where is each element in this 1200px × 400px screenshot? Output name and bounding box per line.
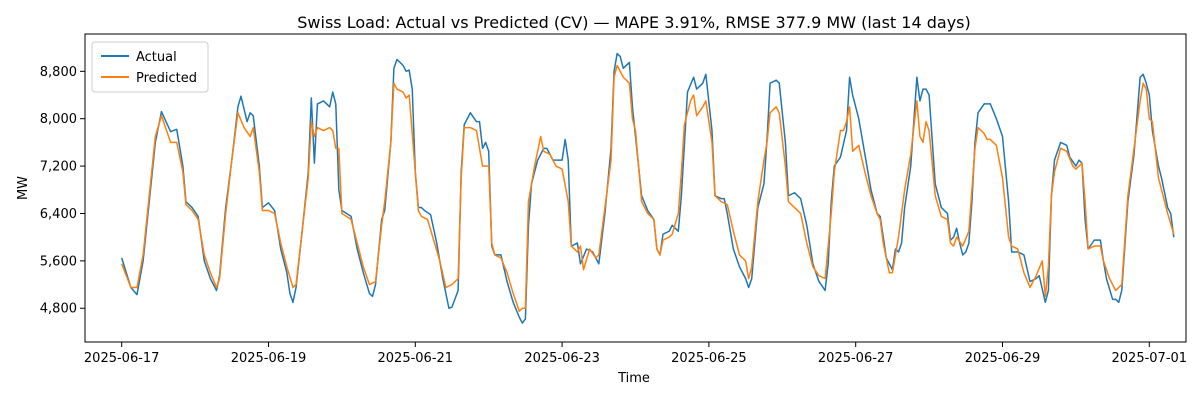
series-line-predicted: [121, 64, 1175, 312]
y-tick-label: 8,800: [40, 65, 77, 80]
series-layer: [120, 52, 1175, 324]
y-tick-label: 8,000: [40, 112, 77, 127]
y-axis-title: MW: [16, 176, 31, 200]
y-tick-label: 7,200: [40, 160, 77, 175]
x-tick-label: 2025-06-17: [84, 351, 160, 366]
legend-label-predicted: Predicted: [136, 71, 197, 86]
x-axis-title: Time: [617, 371, 650, 386]
legend: Actual Predicted: [91, 41, 209, 93]
y-tick-label: 6,400: [40, 207, 77, 222]
y-tick-label: 5,600: [40, 254, 77, 269]
legend-label-actual: Actual: [136, 50, 177, 65]
x-tick-label: 2025-06-23: [524, 351, 600, 366]
x-axis: 2025-06-17 2025-06-19 2025-06-21 2025-06-23…: [84, 342, 1187, 366]
x-tick-label: 2025-06-25: [671, 351, 747, 366]
chart-title: Swiss Load: Actual vs Predicted (CV) — M…: [297, 13, 970, 32]
plot-area-frame: [84, 33, 1187, 343]
x-tick-label: 2025-06-19: [231, 351, 307, 366]
y-tick-label: 4,800: [40, 302, 77, 317]
series-line-actual: [120, 52, 1175, 324]
x-tick-label: 2025-07-01: [1112, 351, 1188, 366]
x-tick-label: 2025-06-27: [818, 351, 894, 366]
legend-box: [91, 41, 209, 93]
y-axis: 4,800 5,600 6,400 7,200 8,000 8,800: [40, 65, 85, 317]
x-tick-label: 2025-06-29: [965, 351, 1041, 366]
x-tick-label: 2025-06-21: [378, 351, 454, 366]
